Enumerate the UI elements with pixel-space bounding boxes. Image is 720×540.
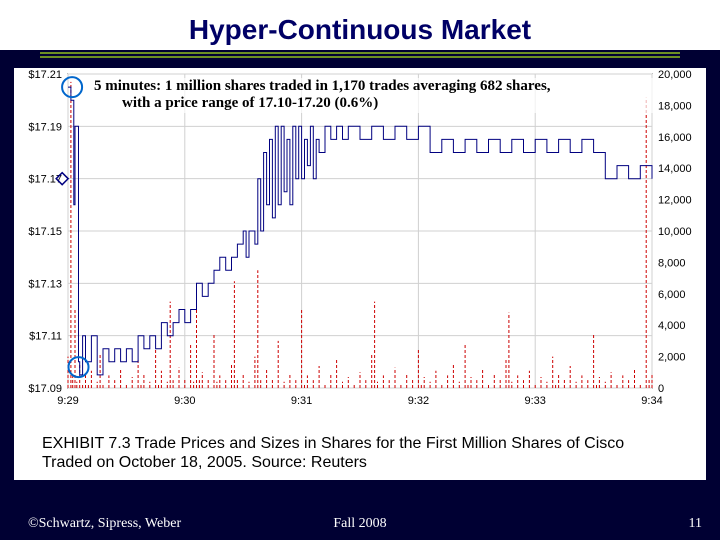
svg-text:14,000: 14,000 xyxy=(658,163,692,175)
title-underline xyxy=(0,52,720,62)
svg-text:9:29: 9:29 xyxy=(57,395,78,407)
footer: ©Schwartz, Sipress, Weber Fall 2008 11 xyxy=(0,516,720,532)
chart-annotation: 5 minutes: 1 million shares traded in 1,… xyxy=(94,78,654,113)
svg-text:$17.15: $17.15 xyxy=(28,226,62,238)
svg-text:9:33: 9:33 xyxy=(524,395,545,407)
page-number: 11 xyxy=(689,516,702,532)
svg-text:6,000: 6,000 xyxy=(658,289,686,301)
svg-text:$17.13: $17.13 xyxy=(28,278,62,290)
footer-copyright: ©Schwartz, Sipress, Weber xyxy=(28,516,181,532)
svg-text:0: 0 xyxy=(658,383,664,395)
svg-text:16,000: 16,000 xyxy=(658,132,692,144)
svg-text:$17.21: $17.21 xyxy=(28,69,62,81)
svg-text:9:34: 9:34 xyxy=(641,395,662,407)
svg-text:20,000: 20,000 xyxy=(658,69,692,81)
svg-text:$17.09: $17.09 xyxy=(28,383,62,395)
exhibit-caption: EXHIBIT 7.3 Trade Prices and Sizes in Sh… xyxy=(14,428,706,480)
svg-text:9:30: 9:30 xyxy=(174,395,195,407)
title-bar: Hyper-Continuous Market xyxy=(0,0,720,50)
slide-title: Hyper-Continuous Market xyxy=(0,6,720,50)
svg-text:12,000: 12,000 xyxy=(658,195,692,207)
svg-text:$17.11: $17.11 xyxy=(29,331,62,343)
chart-container: $17.21$17.19$17.17$17.15$17.13$17.11$17.… xyxy=(14,68,706,428)
svg-text:8,000: 8,000 xyxy=(658,257,686,269)
svg-text:18,000: 18,000 xyxy=(658,100,692,112)
svg-text:4,000: 4,000 xyxy=(658,320,686,332)
svg-text:$17.19: $17.19 xyxy=(28,121,62,133)
svg-text:10,000: 10,000 xyxy=(658,226,692,238)
annotation-line1: 5 minutes: 1 million shares traded in 1,… xyxy=(94,78,654,95)
svg-text:9:32: 9:32 xyxy=(408,395,429,407)
annotation-line2: with a price range of 17.10-17.20 (0.6%) xyxy=(94,95,654,112)
svg-text:2,000: 2,000 xyxy=(658,352,686,364)
price-volume-chart: $17.21$17.19$17.17$17.15$17.13$17.11$17.… xyxy=(14,68,706,428)
svg-text:9:31: 9:31 xyxy=(291,395,312,407)
